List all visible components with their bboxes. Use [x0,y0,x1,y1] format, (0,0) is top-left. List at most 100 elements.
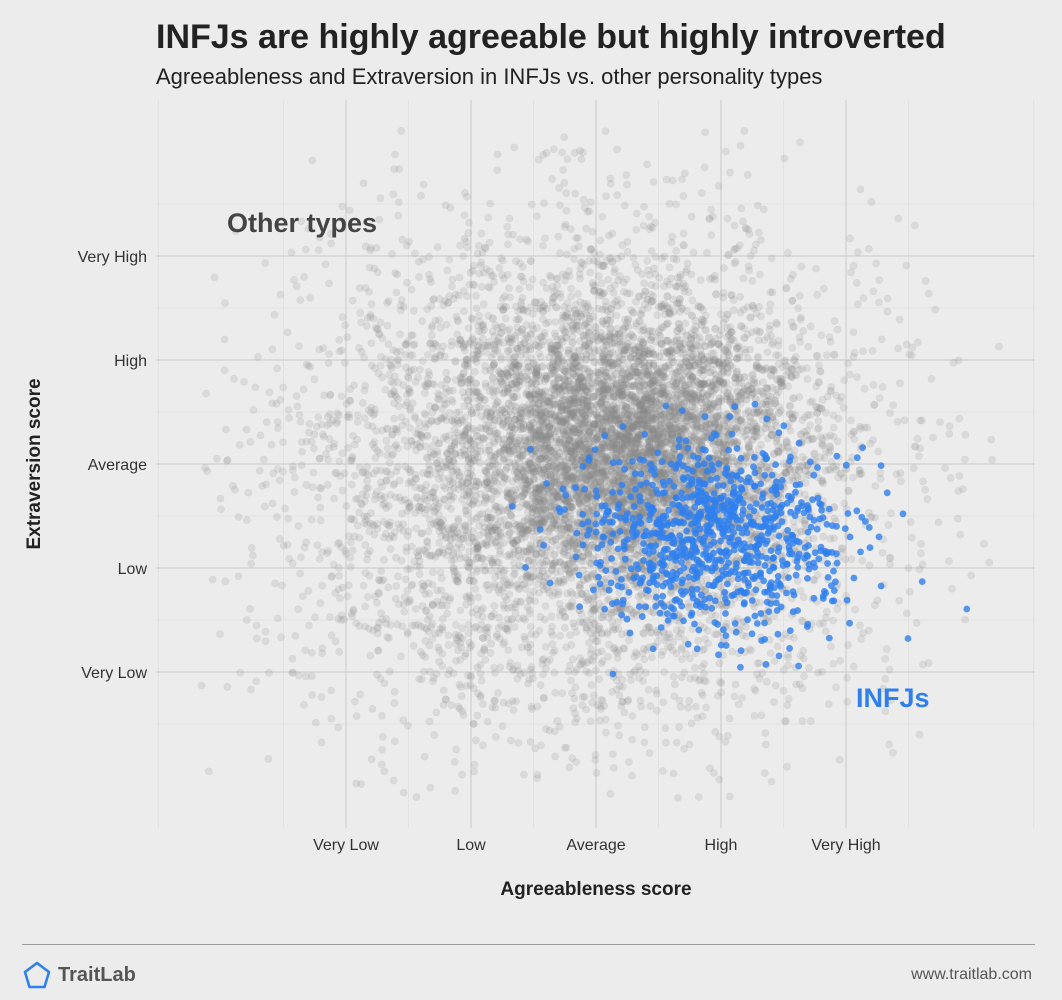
point-other-type [403,627,412,636]
point-other-type [431,553,440,562]
point-other-type [847,430,856,439]
point-other-type [929,433,938,442]
point-other-type [564,667,573,676]
point-other-type [796,651,805,660]
point-other-type [385,667,394,676]
point-other-type [896,477,905,486]
point-other-type [300,272,309,281]
point-other-type [606,174,615,183]
point-other-type [292,392,301,401]
point-other-type [980,539,989,548]
point-other-type [272,513,281,522]
point-other-type [450,437,459,446]
point-other-type [788,296,797,305]
point-other-type [658,767,667,776]
point-other-type [678,378,687,387]
point-other-type [796,587,805,596]
point-other-type [363,470,372,479]
point-other-type [256,431,265,440]
point-other-type [567,676,576,685]
point-other-type [246,437,255,446]
point-other-type [418,357,427,366]
point-other-type [711,630,720,639]
point-other-type [649,177,658,186]
point-other-type [383,444,392,453]
point-other-type [469,720,478,729]
point-other-type [484,421,493,430]
point-other-type [460,188,469,197]
point-other-type [572,443,581,452]
point-other-type [924,659,933,668]
point-other-type [821,408,830,417]
point-other-type [308,691,317,700]
point-other-type [394,572,403,581]
point-other-type [727,291,736,300]
point-other-type [734,350,743,359]
point-other-type [631,260,640,269]
point-other-type [505,590,514,599]
point-other-type [451,450,460,459]
point-other-type [703,363,712,372]
point-other-type [576,146,585,155]
point-other-type [675,723,684,732]
point-other-type [457,692,466,701]
point-other-type [404,527,413,536]
point-other-type [661,437,670,446]
point-other-type [730,221,739,230]
point-other-type [221,425,230,434]
point-other-type [592,768,601,777]
point-other-type [800,672,809,681]
point-other-type [409,306,418,315]
point-other-type [796,138,805,147]
point-other-type [462,528,471,537]
point-other-type [844,641,853,650]
point-other-type [474,593,483,602]
point-other-type [360,353,369,362]
point-other-type [554,232,563,241]
point-other-type [370,530,379,539]
point-other-type [627,445,636,454]
point-other-type [895,596,904,605]
point-other-type [276,290,285,299]
point-other-type [520,632,529,641]
point-other-type [408,331,417,340]
point-other-type [652,706,661,715]
point-other-type [856,424,865,433]
point-other-type [295,410,304,419]
point-other-type [711,727,720,736]
point-other-type [476,691,485,700]
point-other-type [278,581,287,590]
point-other-type [766,649,775,658]
point-other-type [275,476,284,485]
point-other-type [761,729,770,738]
point-other-type [676,270,685,279]
point-other-type [425,612,434,621]
point-other-type [338,486,347,495]
point-other-type [577,557,586,566]
point-other-type [493,323,502,332]
point-other-type [646,702,655,711]
point-other-type [717,688,726,697]
point-other-type [434,464,443,473]
point-other-type [652,689,661,698]
point-other-type [338,583,347,592]
point-other-type [628,771,637,780]
point-other-type [377,609,386,618]
point-other-type [455,273,464,282]
point-other-type [550,329,559,338]
point-other-type [499,601,508,610]
point-other-type [324,279,333,288]
point-other-type [857,634,866,643]
point-other-type [712,630,721,639]
point-other-type [368,704,377,713]
point-other-type [652,586,661,595]
point-other-type [476,669,485,678]
point-other-type [516,305,525,314]
point-other-type [447,337,456,346]
point-other-type [284,514,293,523]
point-other-type [546,429,555,438]
point-other-type [750,684,759,693]
point-other-type [839,403,848,412]
point-other-type [455,704,464,713]
point-other-type [338,313,347,322]
